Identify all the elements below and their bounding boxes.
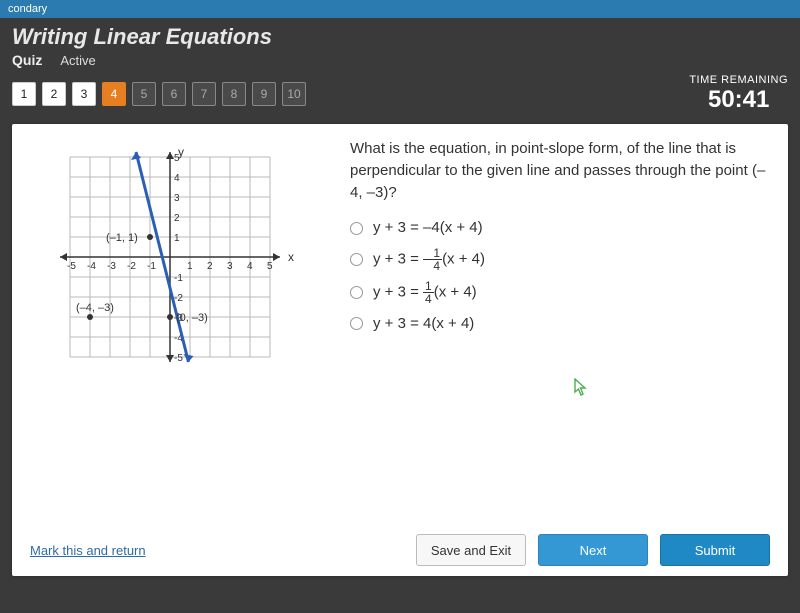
status-label: Active [60, 53, 95, 68]
svg-text:1: 1 [187, 261, 193, 272]
option-text: y + 3 = 4(x + 4) [373, 313, 474, 335]
question-nav-row: 12345678910 TIME REMAINING 50:41 [0, 68, 800, 124]
question-number-list: 12345678910 [12, 82, 306, 106]
svg-text:-2: -2 [127, 261, 136, 272]
option-text: y + 3 = 14(x + 4) [373, 280, 477, 305]
question-nav-7[interactable]: 7 [192, 82, 216, 106]
svg-text:(0, –3): (0, –3) [176, 312, 208, 324]
question-nav-1[interactable]: 1 [12, 82, 36, 106]
svg-text:3: 3 [174, 193, 180, 204]
svg-text:2: 2 [174, 213, 180, 224]
radio-icon [350, 222, 363, 235]
question-nav-3[interactable]: 3 [72, 82, 96, 106]
x-axis-label: x [288, 250, 294, 264]
answer-option-4[interactable]: y + 3 = 4(x + 4) [350, 313, 770, 335]
svg-text:5: 5 [174, 153, 180, 164]
svg-text:-3: -3 [107, 261, 116, 272]
question-nav-9[interactable]: 9 [252, 82, 276, 106]
svg-text:-1: -1 [147, 261, 156, 272]
option-text: y + 3 = –4(x + 4) [373, 217, 483, 239]
svg-text:(–4, –3): (–4, –3) [76, 302, 114, 314]
svg-text:1: 1 [174, 233, 180, 244]
svg-text:-5: -5 [174, 353, 183, 364]
tab-title-fragment: condary [8, 3, 47, 15]
time-remaining-label: TIME REMAINING [689, 74, 788, 86]
answer-options: y + 3 = –4(x + 4) y + 3 = –14(x + 4) y + 3… [350, 217, 770, 335]
svg-text:3: 3 [227, 261, 233, 272]
svg-text:-1: -1 [174, 273, 183, 284]
next-button[interactable]: Next [538, 534, 648, 566]
browser-tab-bar: condary [0, 0, 800, 18]
mark-and-return-link[interactable]: Mark this and return [30, 543, 146, 558]
time-remaining-value: 50:41 [689, 86, 788, 114]
app-header: Writing Linear Equations Quiz Active [0, 18, 800, 68]
question-card: x y -5-5-4-4-3-3-2-2-1-11122334455 (–1, … [12, 124, 788, 576]
svg-text:-4: -4 [87, 261, 96, 272]
question-nav-5[interactable]: 5 [132, 82, 156, 106]
question-column: What is the equation, in point-slope for… [350, 138, 770, 524]
time-remaining: TIME REMAINING 50:41 [689, 74, 788, 114]
svg-text:(–1, 1): (–1, 1) [106, 232, 138, 244]
svg-text:4: 4 [174, 173, 180, 184]
answer-option-2[interactable]: y + 3 = –14(x + 4) [350, 247, 770, 272]
option-text: y + 3 = –14(x + 4) [373, 247, 485, 272]
radio-icon [350, 253, 363, 266]
question-nav-10[interactable]: 10 [282, 82, 306, 106]
question-nav-2[interactable]: 2 [42, 82, 66, 106]
card-footer: Mark this and return Save and Exit Next … [30, 524, 770, 566]
svg-text:-5: -5 [67, 261, 76, 272]
radio-icon [350, 286, 363, 299]
answer-option-3[interactable]: y + 3 = 14(x + 4) [350, 280, 770, 305]
svg-text:-2: -2 [174, 293, 183, 304]
lesson-title: Writing Linear Equations [12, 24, 788, 50]
svg-text:4: 4 [247, 261, 253, 272]
mode-label: Quiz [12, 52, 42, 68]
question-nav-8[interactable]: 8 [222, 82, 246, 106]
question-prompt: What is the equation, in point-slope for… [350, 138, 770, 203]
svg-text:2: 2 [207, 261, 213, 272]
svg-text:5: 5 [267, 261, 273, 272]
coordinate-graph: x y -5-5-4-4-3-3-2-2-1-11122334455 (–1, … [40, 142, 300, 372]
save-and-exit-button[interactable]: Save and Exit [416, 534, 526, 566]
radio-icon [350, 317, 363, 330]
submit-button[interactable]: Submit [660, 534, 770, 566]
question-nav-6[interactable]: 6 [162, 82, 186, 106]
graph-panel: x y -5-5-4-4-3-3-2-2-1-11122334455 (–1, … [30, 138, 320, 524]
question-nav-4[interactable]: 4 [102, 82, 126, 106]
answer-option-1[interactable]: y + 3 = –4(x + 4) [350, 217, 770, 239]
